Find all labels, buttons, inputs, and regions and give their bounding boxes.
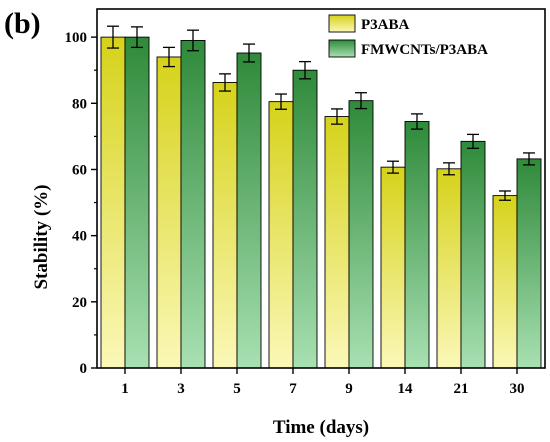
x-tick-label-7: 7 bbox=[289, 381, 297, 397]
legend-label-series-2: FMWCNTs/P3ABA bbox=[361, 42, 488, 58]
error-bar-series-1-1 bbox=[107, 25, 119, 49]
legend-swatch-series-1 bbox=[328, 14, 356, 33]
bar-series-2-30 bbox=[516, 158, 542, 369]
bars-layer bbox=[100, 36, 542, 369]
error-bar-series-1-9 bbox=[331, 108, 343, 125]
bar-series-2-21 bbox=[460, 140, 486, 369]
error-bar-series-1-3 bbox=[163, 46, 175, 68]
bar-series-2-14 bbox=[404, 121, 430, 369]
error-bar-series-2-21 bbox=[467, 133, 479, 149]
bar-series-1-30 bbox=[492, 195, 518, 369]
y-tick-label-60: 60 bbox=[72, 162, 87, 178]
legend: P3ABA FMWCNTs/P3ABA bbox=[328, 14, 488, 58]
x-tick-label-3: 3 bbox=[177, 381, 185, 397]
error-bar-series-2-14 bbox=[411, 113, 423, 130]
y-tick-label-80: 80 bbox=[72, 96, 87, 112]
error-bar-series-1-14 bbox=[387, 160, 399, 174]
error-bar-series-2-30 bbox=[523, 152, 535, 166]
bar-series-1-21 bbox=[436, 168, 462, 369]
legend-label-series-1: P3ABA bbox=[361, 17, 410, 33]
bar-series-1-9 bbox=[324, 116, 350, 369]
legend-swatch-series-2 bbox=[328, 39, 356, 58]
y-axis-title: Stability (%) bbox=[31, 184, 52, 289]
y-tick-label-40: 40 bbox=[72, 229, 87, 245]
error-bar-series-2-1 bbox=[131, 26, 143, 49]
error-bar-series-1-7 bbox=[275, 93, 287, 110]
x-tick-label-1: 1 bbox=[121, 381, 129, 397]
bar-series-1-1 bbox=[100, 36, 126, 369]
error-bar-series-2-9 bbox=[355, 92, 367, 110]
error-bar-series-1-21 bbox=[443, 162, 455, 176]
x-tick-label-14: 14 bbox=[398, 381, 414, 397]
error-bar-series-1-30 bbox=[499, 190, 511, 201]
error-bar-series-2-7 bbox=[299, 60, 311, 80]
bar-series-2-9 bbox=[348, 100, 374, 369]
axes-layer: 0 20 40 60 80 100 1 3 5 7 9 14 21 30 bbox=[65, 8, 546, 397]
error-bar-series-2-5 bbox=[243, 43, 255, 63]
x-tick-label-30: 30 bbox=[510, 381, 525, 397]
bar-series-2-1 bbox=[124, 36, 150, 369]
x-tick-label-5: 5 bbox=[233, 381, 241, 397]
bar-series-1-14 bbox=[380, 166, 406, 369]
y-tick-label-100: 100 bbox=[65, 30, 88, 46]
bar-series-2-3 bbox=[180, 39, 206, 369]
bar-series-1-5 bbox=[212, 82, 238, 369]
bar-series-2-7 bbox=[292, 69, 318, 369]
panel-label: (b) bbox=[4, 7, 41, 40]
y-tick-label-20: 20 bbox=[72, 295, 87, 311]
plot-frame bbox=[96, 8, 546, 369]
error-bar-series-2-3 bbox=[187, 29, 199, 52]
bar-series-2-5 bbox=[236, 52, 262, 369]
bar-series-1-7 bbox=[268, 101, 294, 369]
y-tick-label-0: 0 bbox=[80, 361, 88, 377]
bar-series-1-3 bbox=[156, 56, 182, 369]
error-bar-series-1-5 bbox=[219, 73, 231, 92]
x-axis-title: Time (days) bbox=[273, 417, 369, 438]
x-tick-label-9: 9 bbox=[345, 381, 353, 397]
error-bars-layer bbox=[107, 25, 535, 201]
x-tick-label-21: 21 bbox=[454, 381, 469, 397]
